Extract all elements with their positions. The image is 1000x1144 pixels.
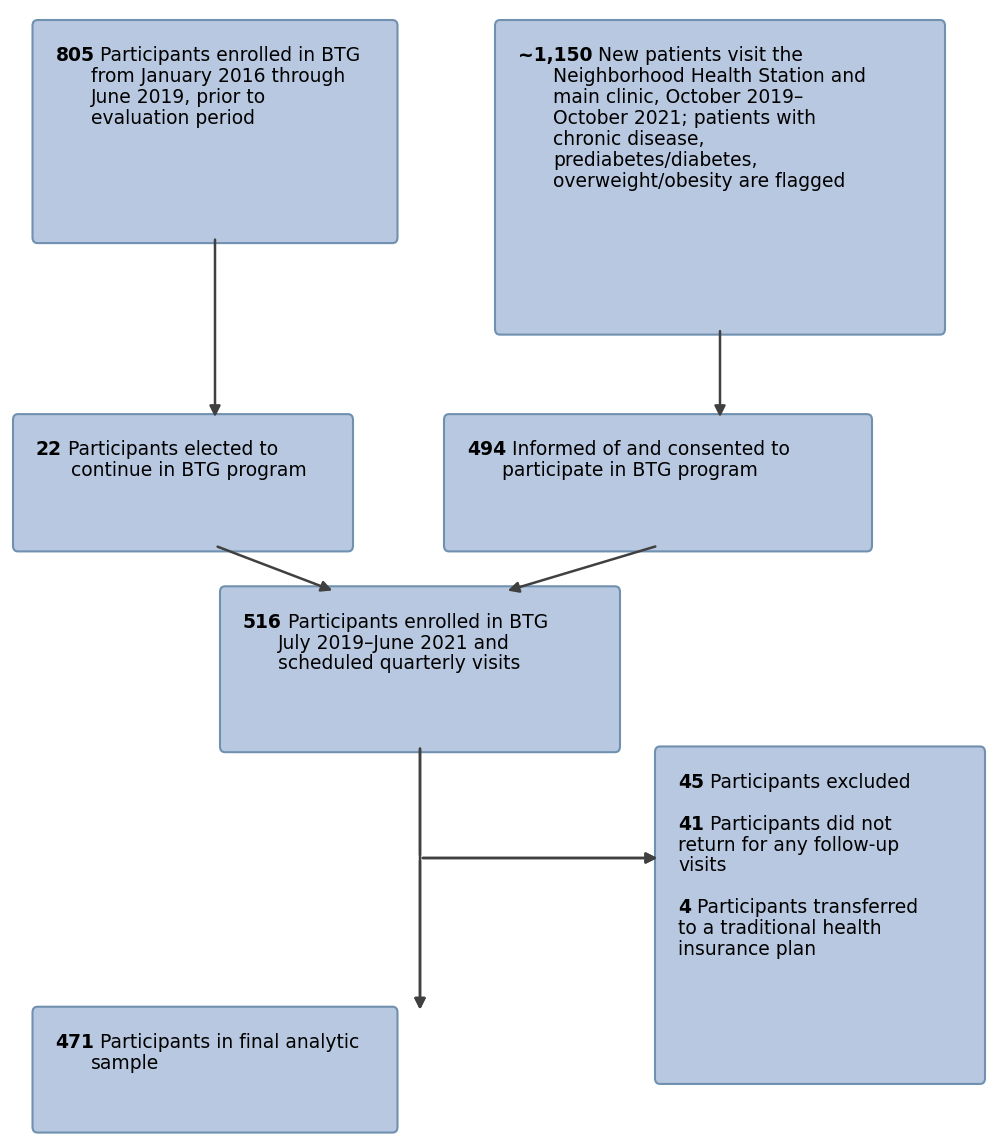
Text: Participants elected to: Participants elected to [62,440,278,460]
Text: 4: 4 [678,898,691,917]
Text: from January 2016 through: from January 2016 through [91,67,345,86]
Text: 805: 805 [56,46,94,65]
Text: New patients visit the: New patients visit the [592,47,803,65]
FancyBboxPatch shape [655,746,985,1085]
Text: Neighborhood Health Station and: Neighborhood Health Station and [553,67,866,86]
Text: 516: 516 [243,613,282,631]
Text: evaluation period: evaluation period [91,109,254,128]
FancyBboxPatch shape [495,19,945,335]
Text: prediabetes/diabetes,: prediabetes/diabetes, [553,151,758,170]
Text: Participants enrolled in BTG: Participants enrolled in BTG [94,46,361,65]
Text: June 2019, prior to: June 2019, prior to [91,88,266,108]
Text: participate in BTG program: participate in BTG program [502,461,758,480]
Text: chronic disease,: chronic disease, [553,130,704,149]
Text: ~1,150: ~1,150 [518,47,592,65]
Text: 45: 45 [678,773,704,792]
Text: 22: 22 [36,440,62,460]
FancyBboxPatch shape [33,1007,398,1133]
FancyBboxPatch shape [220,587,620,753]
Text: sample: sample [91,1054,159,1073]
Text: Participants excluded: Participants excluded [704,773,911,792]
Text: 494: 494 [467,440,506,460]
Text: overweight/obesity are flagged: overweight/obesity are flagged [553,172,845,191]
Text: return for any follow-up: return for any follow-up [678,835,899,855]
Text: main clinic, October 2019–: main clinic, October 2019– [553,88,803,108]
Text: Participants in final analytic: Participants in final analytic [94,1033,360,1052]
Text: October 2021; patients with: October 2021; patients with [553,109,816,128]
Text: Participants enrolled in BTG: Participants enrolled in BTG [282,613,548,631]
Text: Participants transferred: Participants transferred [691,898,918,917]
Text: Informed of and consented to: Informed of and consented to [506,440,790,460]
Text: visits: visits [678,857,726,875]
Text: July 2019–June 2021 and: July 2019–June 2021 and [278,634,510,652]
Text: 41: 41 [678,815,704,834]
Text: to a traditional health: to a traditional health [678,920,882,938]
FancyBboxPatch shape [33,19,398,244]
Text: Participants did not: Participants did not [704,815,892,834]
FancyBboxPatch shape [13,414,353,551]
Text: insurance plan: insurance plan [678,940,816,959]
Text: scheduled quarterly visits: scheduled quarterly visits [278,654,520,674]
FancyBboxPatch shape [444,414,872,551]
Text: continue in BTG program: continue in BTG program [71,461,307,480]
Text: 471: 471 [56,1033,94,1052]
